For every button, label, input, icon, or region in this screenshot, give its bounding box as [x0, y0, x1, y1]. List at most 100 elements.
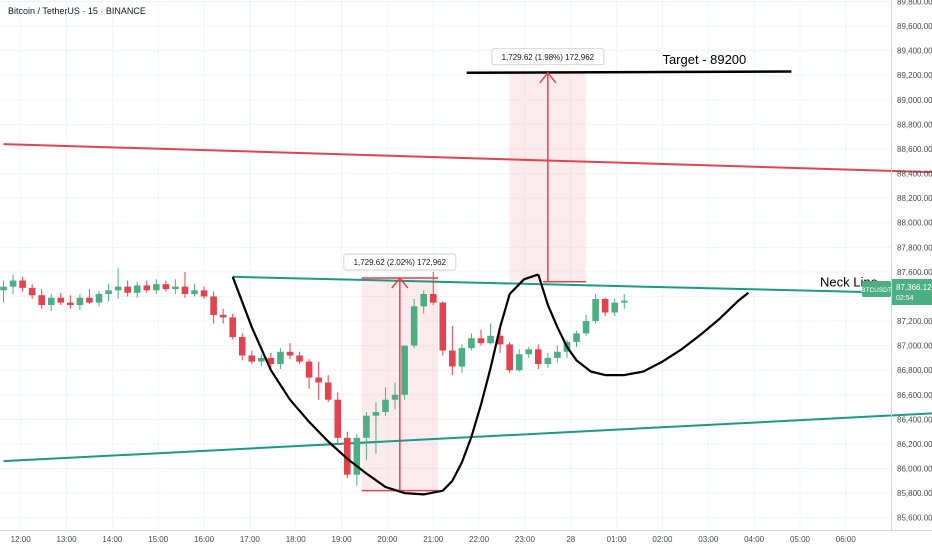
- candle-body: [334, 399, 342, 438]
- support-line: [3, 412, 932, 463]
- candle: [143, 280, 151, 293]
- measure-right-arrowhead: [539, 71, 557, 84]
- time-tick-label: 06:00: [836, 535, 857, 544]
- candle-body: [353, 437, 361, 475]
- candle: [0, 280, 7, 303]
- target-label: Target - 89200: [662, 52, 746, 67]
- candle: [28, 284, 36, 299]
- candle: [449, 325, 456, 376]
- price-tick-label: 89,400.00: [897, 47, 932, 56]
- candle: [372, 402, 380, 454]
- candles: [0, 268, 628, 486]
- price-axis[interactable]: 85,600.00 85,800.00 86,000.00 86,200.00 86,4…: [897, 0, 932, 523]
- candle-body: [363, 415, 370, 438]
- candle-body: [0, 286, 7, 291]
- price-tag-countdown: 02:54: [896, 295, 914, 302]
- cup-curves: [231, 273, 750, 496]
- candle-body: [28, 287, 36, 296]
- candle-body: [9, 280, 17, 287]
- candle-body: [143, 285, 151, 291]
- candle-body: [67, 302, 74, 306]
- candle-body: [429, 294, 437, 303]
- candle-body: [305, 361, 313, 378]
- candle-body: [95, 294, 103, 303]
- candle: [286, 343, 294, 360]
- candle-body: [487, 335, 494, 344]
- cup-left: [231, 273, 539, 496]
- measure-tools: 1,729.62 (2.02%) 172,962 1,729.62 (1.98%)…: [343, 48, 605, 491]
- candle-body: [219, 314, 227, 318]
- candle: [458, 344, 466, 373]
- resistance-line: [3, 143, 932, 174]
- candle: [296, 351, 303, 365]
- candle-body: [324, 382, 332, 400]
- price-tick-label: 88,400.00: [897, 170, 932, 179]
- time-tick-label: 16:00: [194, 535, 215, 544]
- candle: [315, 361, 322, 400]
- candle: [191, 284, 198, 297]
- time-tick-label: 21:00: [423, 535, 444, 544]
- candle: [19, 276, 26, 292]
- measure-left-label-box: [343, 253, 457, 271]
- candle-body: [439, 302, 447, 351]
- candle-body: [105, 290, 112, 295]
- candle-body: [544, 357, 552, 365]
- time-axis[interactable]: 12:00 13:00 14:00 15:00 16:00 17:00 18:00 19:00…: [11, 535, 857, 544]
- candle: [258, 354, 265, 367]
- price-tick-label: 86,400.00: [897, 415, 932, 424]
- candle-body: [372, 412, 380, 416]
- candle: [38, 289, 45, 309]
- candle: [554, 345, 561, 363]
- time-tick-label: 18:00: [286, 535, 307, 544]
- candle: [334, 392, 342, 444]
- time-tick-label: 13:00: [57, 535, 78, 544]
- candle: [86, 289, 93, 304]
- current-price-label: BTCUSDT 87,366.12 02:54: [861, 279, 932, 305]
- candle-body: [515, 354, 523, 371]
- candle-body: [162, 284, 170, 290]
- candle-body: [401, 345, 408, 395]
- price-tick-label: 85,600.00: [897, 514, 932, 523]
- candle-body: [496, 335, 504, 345]
- candle: [420, 290, 427, 314]
- candle-body: [238, 337, 246, 356]
- time-tick-label: 28: [566, 535, 575, 544]
- candle: [468, 333, 475, 351]
- candle: [525, 346, 533, 358]
- symbol-tag-text: BTCUSDT: [861, 287, 892, 294]
- time-tick-label: 19:00: [332, 535, 353, 544]
- candle-body: [468, 338, 475, 349]
- candle: [487, 323, 494, 345]
- price-tick-label: 87,200.00: [897, 317, 932, 326]
- cup-right: [537, 274, 750, 377]
- candle: [391, 382, 399, 410]
- price-tag-value: 87,366.12: [896, 283, 932, 292]
- target-line: [466, 70, 792, 75]
- candle: [477, 329, 485, 346]
- candle: [67, 295, 74, 309]
- candle-body: [382, 399, 389, 413]
- candle: [353, 434, 361, 486]
- time-tick-label: 23:00: [515, 535, 536, 544]
- candle: [620, 294, 628, 309]
- price-tick-label: 86,800.00: [897, 366, 932, 375]
- candle: [172, 279, 179, 295]
- candle-body: [114, 286, 122, 291]
- candle-body: [535, 349, 542, 365]
- symbol-tag: [862, 281, 891, 297]
- candle-body: [210, 296, 217, 315]
- candle-body: [200, 290, 208, 297]
- time-tick-label: 17:00: [240, 535, 261, 544]
- candle: [382, 387, 389, 416]
- candle: [181, 271, 189, 298]
- price-tick-label: 87,800.00: [897, 243, 932, 252]
- candle-body: [267, 357, 275, 365]
- candle-body: [181, 286, 189, 295]
- time-tick-label: 12:00: [11, 535, 32, 544]
- candle-body: [315, 377, 322, 383]
- candle-body: [277, 351, 284, 365]
- candle-body: [47, 297, 55, 306]
- candle-body: [620, 300, 628, 303]
- price-tick-label: 89,800.00: [897, 0, 932, 7]
